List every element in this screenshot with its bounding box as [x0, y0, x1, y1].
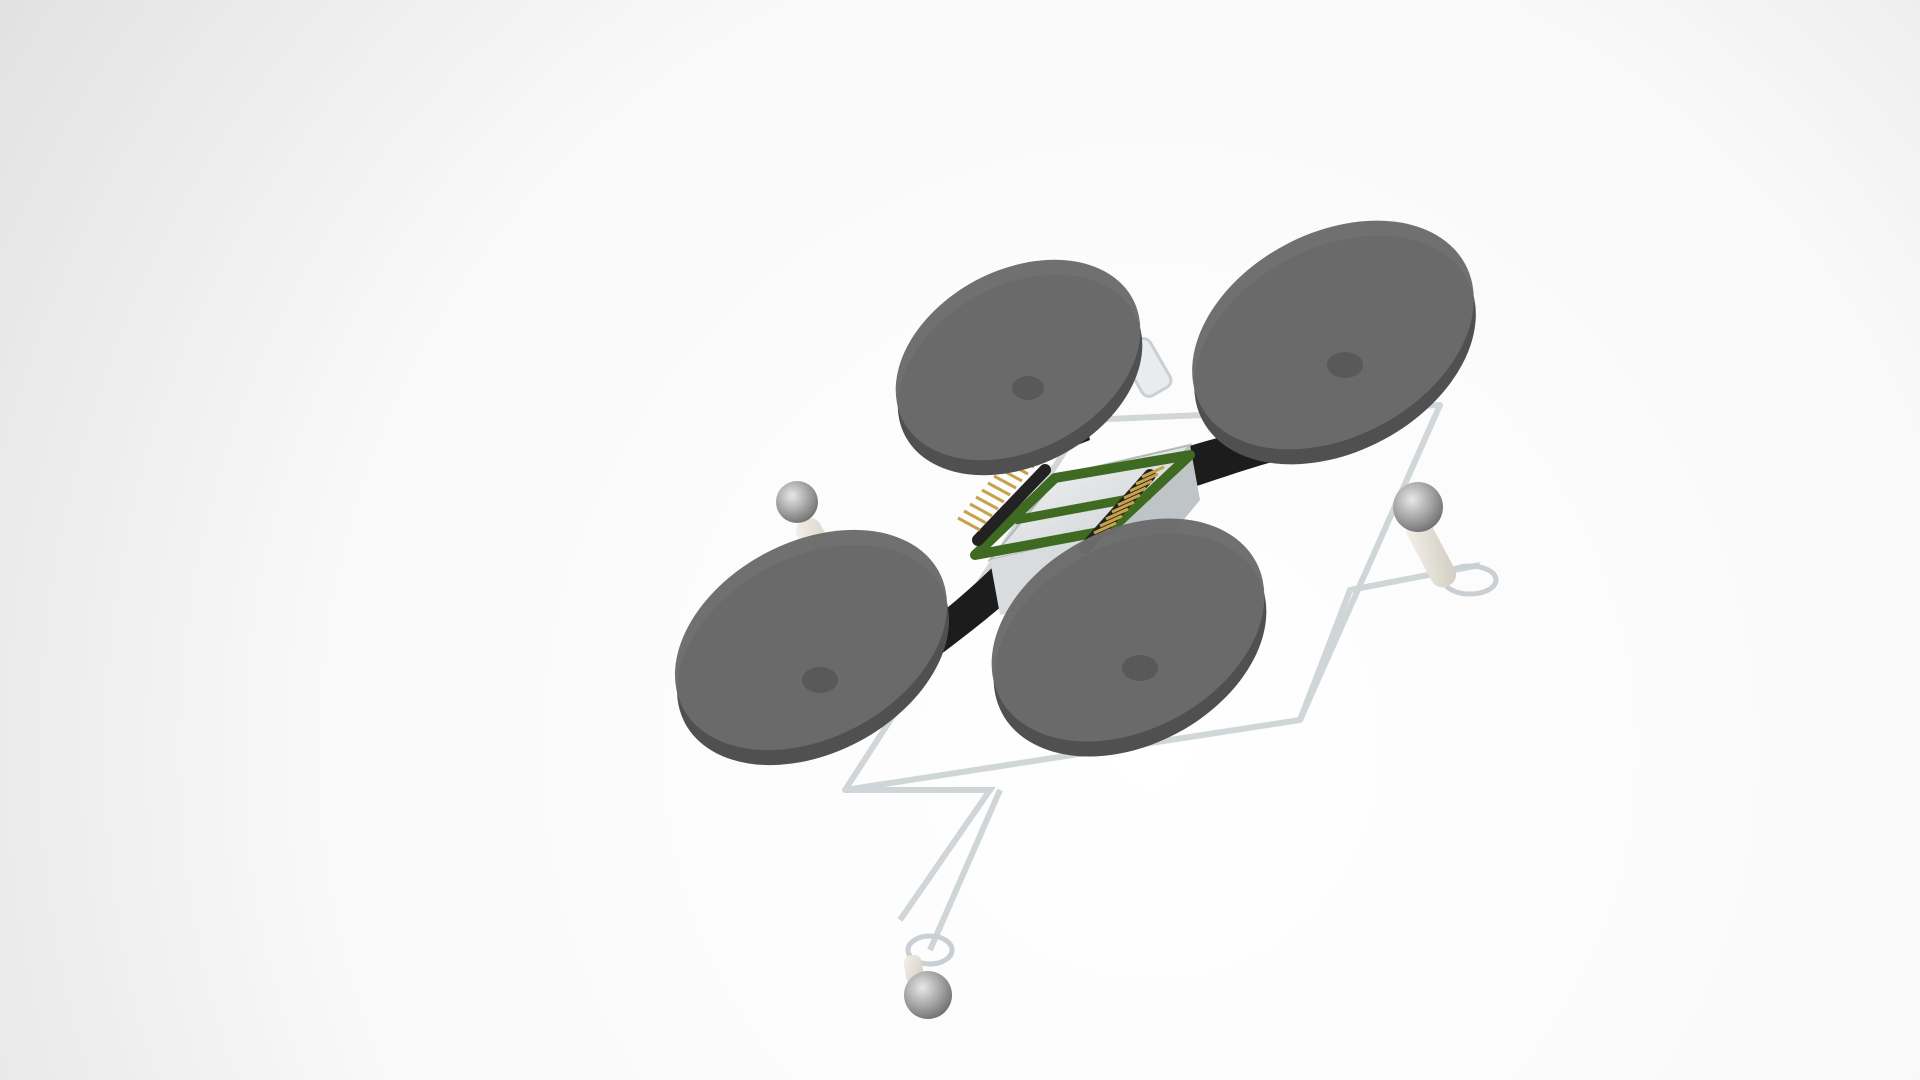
marker-ball-right: [1393, 482, 1443, 532]
marker-ball-left: [776, 481, 818, 523]
frame-strut-left: [845, 787, 996, 922]
rotor-bottom-right: [991, 518, 1267, 757]
rotor-bottom-left: [674, 529, 950, 766]
rotor-top-right: [1192, 220, 1476, 465]
pcb-board: [970, 450, 1195, 560]
rotors: [674, 220, 1476, 766]
pin-header-left: [972, 464, 1051, 546]
marker-right: [1393, 482, 1499, 597]
marker-ball-bottom: [904, 971, 952, 1019]
frame-strut-tail: [927, 788, 1003, 952]
rotor-top-left: [895, 259, 1143, 476]
marker-bottom: [903, 933, 955, 1019]
